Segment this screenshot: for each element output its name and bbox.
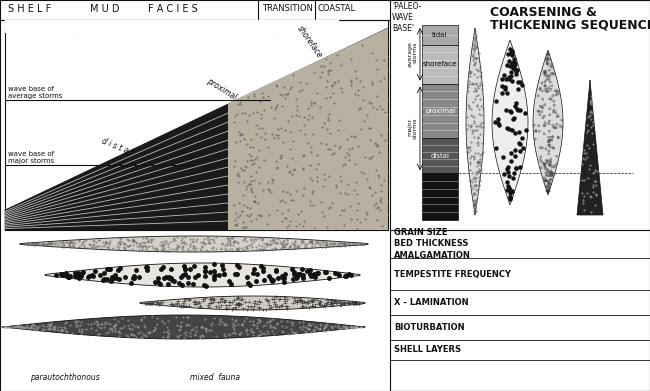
Polygon shape: [20, 236, 368, 252]
Polygon shape: [492, 40, 528, 205]
Bar: [422, 84, 458, 138]
Text: 'PALEO-
WAVE
BASE': 'PALEO- WAVE BASE': [392, 2, 421, 33]
Text: major
storms: major storms: [407, 118, 418, 139]
Text: GRAIN SIZE
BED THICKNESS
AMALGAMATION: GRAIN SIZE BED THICKNESS AMALGAMATION: [394, 228, 471, 260]
Text: THICKENING SEQUENCE: THICKENING SEQUENCE: [490, 18, 650, 31]
Polygon shape: [5, 20, 388, 230]
Polygon shape: [45, 263, 360, 287]
Text: TEMPESTITE FREQUENCY: TEMPESTITE FREQUENCY: [394, 269, 511, 278]
Text: average
storms: average storms: [407, 41, 418, 67]
Polygon shape: [228, 28, 388, 230]
Text: proximal: proximal: [205, 77, 238, 102]
Bar: [422, 138, 458, 173]
Text: COASTAL: COASTAL: [318, 4, 356, 13]
Bar: [422, 25, 458, 45]
Bar: [422, 173, 458, 220]
Text: COARSENING &: COARSENING &: [490, 6, 597, 19]
Text: mixed  fauna: mixed fauna: [190, 373, 240, 382]
Text: shoreface: shoreface: [423, 61, 457, 67]
Text: proximal: proximal: [425, 108, 455, 114]
Polygon shape: [533, 50, 563, 195]
Text: parautochthonous: parautochthonous: [30, 373, 100, 382]
Text: tidal: tidal: [432, 32, 448, 38]
Polygon shape: [2, 315, 365, 339]
Polygon shape: [466, 28, 484, 215]
Text: d i s t a l: d i s t a l: [100, 136, 134, 157]
Text: BIOTURBATION: BIOTURBATION: [394, 323, 465, 332]
Text: F A C I E S: F A C I E S: [148, 4, 198, 14]
Polygon shape: [140, 296, 365, 310]
Bar: [422, 45, 458, 84]
Text: distal: distal: [430, 152, 450, 159]
Text: TRANSITION: TRANSITION: [262, 4, 313, 13]
Text: M U D: M U D: [90, 4, 120, 14]
Polygon shape: [577, 80, 603, 215]
Text: wave base of
major storms: wave base of major storms: [8, 151, 54, 164]
Polygon shape: [5, 28, 388, 230]
Text: shoreface: shoreface: [295, 24, 324, 60]
Text: X - LAMINATION: X - LAMINATION: [394, 298, 469, 307]
Text: S H E L F: S H E L F: [8, 4, 51, 14]
Text: wave base of
average storms: wave base of average storms: [8, 86, 62, 99]
Text: SHELL LAYERS: SHELL LAYERS: [394, 346, 461, 355]
